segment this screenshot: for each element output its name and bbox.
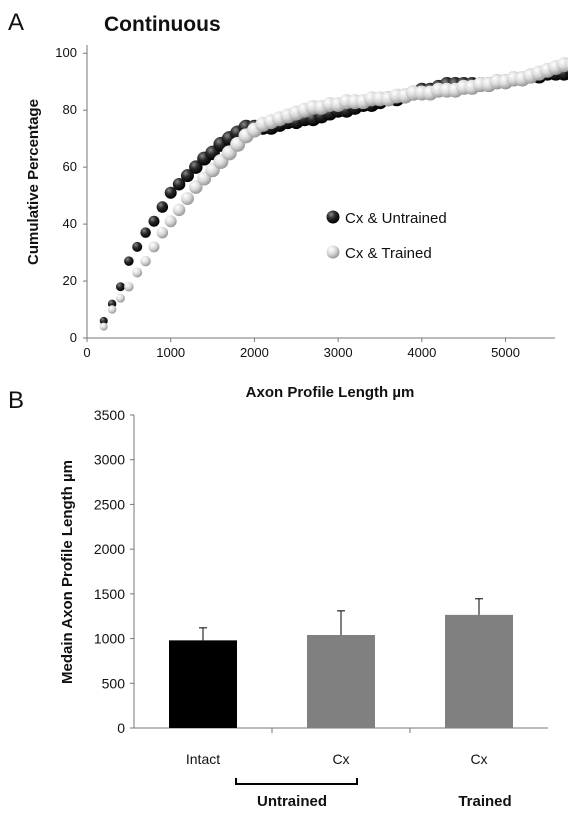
point-trained	[140, 255, 151, 267]
y-tick-label-b: 3000	[94, 452, 125, 468]
point-trained	[132, 267, 143, 278]
point-trained	[107, 305, 117, 314]
y-tick-label-b: 3500	[94, 407, 125, 423]
point-trained	[189, 180, 203, 194]
category-label: Intact	[186, 751, 220, 767]
legend-marker-untrained	[326, 210, 340, 224]
y-tick-label-a: 100	[55, 45, 77, 60]
x-tick-label-a: 4000	[407, 345, 436, 360]
legend-label-trained: Cx & Trained	[345, 245, 432, 262]
bar	[169, 640, 237, 728]
bar	[445, 614, 513, 728]
category-label: Cx	[470, 751, 487, 767]
y-tick-label-b: 1000	[94, 631, 125, 647]
bar	[307, 634, 375, 728]
legend-marker-trained	[326, 245, 340, 259]
untrained-bracket	[235, 778, 358, 785]
chart-title: Continuous	[104, 13, 221, 36]
point-untrained	[172, 177, 186, 191]
y-tick-label-b: 2500	[94, 496, 125, 512]
panel-label-b: B	[8, 387, 24, 414]
point-untrained	[124, 256, 134, 266]
x-axis-label-a: Axon Profile Length µm	[246, 384, 415, 401]
y-tick-label-a: 20	[63, 273, 77, 288]
point-untrained	[140, 227, 151, 238]
panel-a: A Continuous Cumulative Percentage Axon …	[8, 9, 568, 401]
point-untrained	[189, 160, 203, 174]
point-untrained	[180, 169, 194, 183]
legend: Cx & Untrained Cx & Trained	[326, 210, 447, 262]
y-tick-label-b: 2000	[94, 541, 125, 557]
y-tick-label-b: 0	[117, 720, 125, 736]
y-tick-label-b: 500	[102, 675, 126, 691]
point-untrained	[115, 282, 125, 292]
point-untrained	[132, 241, 143, 252]
panel-b: B Medain Axon Profile Length µm 0 500 1000…	[8, 387, 548, 810]
category-label: Cx	[332, 751, 349, 767]
scatter-points	[99, 57, 568, 331]
point-untrained	[164, 186, 177, 199]
y-tick-label-a: 80	[63, 102, 77, 117]
point-trained	[115, 293, 125, 303]
x-tick-label-a: 5000	[491, 345, 520, 360]
point-trained	[124, 281, 134, 292]
y-tick-label-a: 40	[63, 216, 77, 231]
x-tick-label-a: 2000	[240, 345, 269, 360]
point-trained	[172, 203, 186, 217]
x-tick-label-a: 1000	[156, 345, 185, 360]
y-tick-label-b: 1500	[94, 586, 125, 602]
point-trained	[556, 57, 568, 73]
point-trained	[148, 241, 160, 253]
x-tick-label-a: 3000	[324, 345, 353, 360]
point-trained	[156, 226, 169, 239]
point-trained	[99, 322, 108, 331]
axes-a: 0204060801000100020003000400050006000	[55, 45, 555, 360]
x-tick-label-a: 0	[83, 345, 90, 360]
y-axis-label-b: Medain Axon Profile Length µm	[59, 460, 76, 684]
point-untrained	[156, 201, 169, 213]
panel-label-a: A	[8, 9, 24, 36]
bars: Intact Cx Cx	[169, 598, 513, 767]
y-tick-label-a: 60	[63, 159, 77, 174]
point-untrained	[148, 215, 160, 227]
group-label-trained: Trained	[458, 793, 511, 810]
group-labels: Untrained Trained	[235, 778, 512, 810]
y-tick-label-a: 0	[70, 330, 77, 345]
point-trained	[180, 191, 194, 205]
point-trained	[164, 215, 177, 228]
y-axis-label-a: Cumulative Percentage	[25, 99, 42, 265]
point-trained	[565, 58, 568, 71]
point-untrained	[99, 316, 108, 325]
group-label-untrained: Untrained	[257, 793, 327, 810]
legend-label-untrained: Cx & Untrained	[345, 210, 447, 227]
